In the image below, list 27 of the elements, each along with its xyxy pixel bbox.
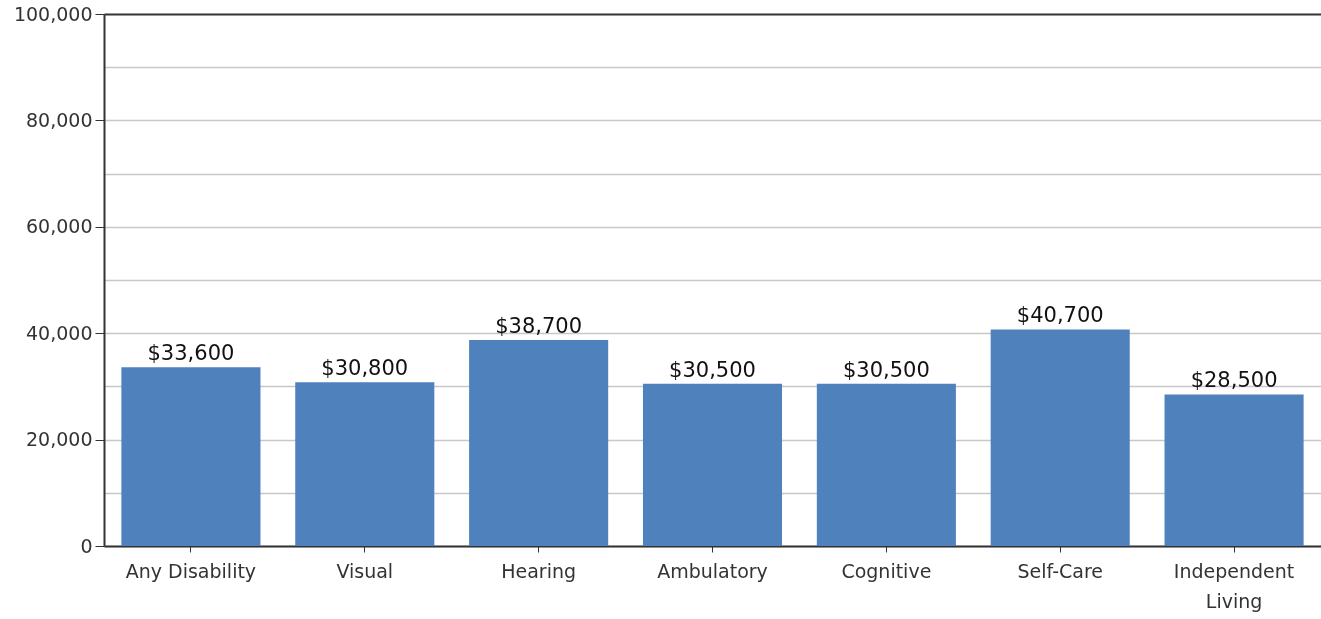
x-tick-label: Cognitive <box>841 559 932 582</box>
bar <box>990 329 1130 546</box>
data-label: $30,500 <box>669 357 756 382</box>
y-tick-label: 100,000 <box>13 2 93 25</box>
data-label: $38,700 <box>495 314 583 339</box>
y-tick-label: 60,000 <box>26 215 93 238</box>
y-tick-label: 0 <box>80 534 93 557</box>
data-label: $30,800 <box>321 356 409 381</box>
bar <box>121 367 261 546</box>
x-tick-label: Hearing <box>501 559 577 582</box>
x-tick-label: Ambulatory <box>657 559 768 582</box>
data-label: $40,700 <box>1016 303 1104 328</box>
data-label: $28,500 <box>1190 368 1278 393</box>
bar <box>469 340 609 546</box>
bar <box>295 382 435 546</box>
bar <box>1164 394 1304 546</box>
x-tick-label: Independent Living <box>1173 559 1295 612</box>
data-label: $30,500 <box>842 357 930 382</box>
y-tick-label: 40,000 <box>26 321 93 344</box>
bar <box>642 383 783 546</box>
y-tick-label: 20,000 <box>26 428 93 451</box>
x-tick-label: Self-Care <box>1017 559 1103 582</box>
bar <box>816 383 956 546</box>
x-tick-label: Any Disability <box>125 559 257 582</box>
x-tick-label: Visual <box>336 559 394 582</box>
y-tick-label: 80,000 <box>26 108 93 131</box>
data-label: $33,600 <box>147 341 235 366</box>
